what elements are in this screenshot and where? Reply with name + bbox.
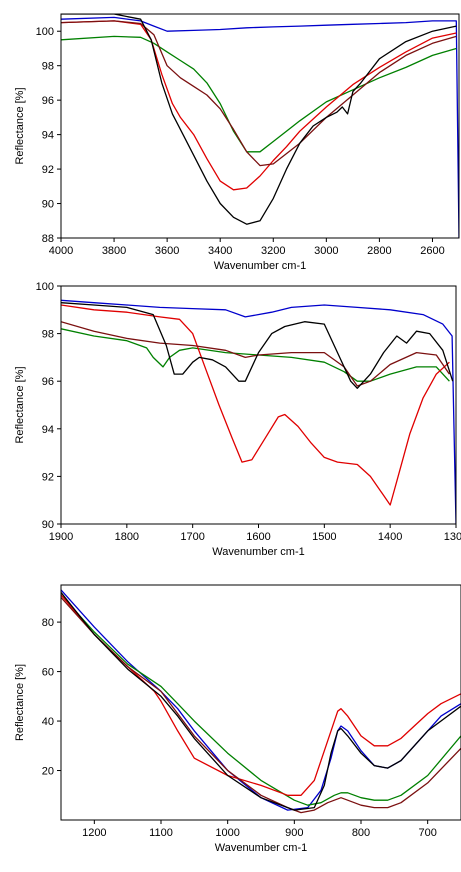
plot-frame <box>60 285 457 525</box>
x-tick-label: 1100 <box>149 827 173 839</box>
x-tick-label: 1900 <box>49 531 73 543</box>
y-axis-label: Reflectance [%] <box>14 664 26 741</box>
series-group <box>61 299 456 524</box>
x-tick-label: 2600 <box>420 245 444 257</box>
chart-1: 4000 3800 3600 3400 3200 3000 2800 2600 88 90 92 94… <box>14 13 460 272</box>
y-tick-label: 98 <box>42 329 54 341</box>
x-tick-label: 1300 <box>444 531 461 543</box>
x-axis-label: Wavenumber cm-1 <box>214 260 307 272</box>
series-line-3 <box>61 594 461 796</box>
y-tick-label: 80 <box>42 617 54 629</box>
x-axis-label: Wavenumber cm-1 <box>215 842 308 854</box>
x-tick-label: 3000 <box>314 245 338 257</box>
chart-2: 1900 1800 1700 1600 1500 1400 1300 90 92 94 96 98 10… <box>14 281 461 558</box>
series-line-2 <box>61 328 450 382</box>
plot-frame <box>60 584 461 821</box>
y-tick-label: 40 <box>42 716 54 728</box>
x-tick-label: 1700 <box>180 531 204 543</box>
series-group <box>61 589 461 814</box>
x-tick-label: 700 <box>418 827 436 839</box>
x-tick-label: 1200 <box>82 827 106 839</box>
series-line-3 <box>61 304 450 506</box>
x-axis-label: Wavenumber cm-1 <box>212 546 305 558</box>
series-line-2 <box>61 35 457 153</box>
x-tick-label: 3600 <box>155 245 179 257</box>
chart-3: 1200 1100 1000 900 800 700 20 40 60 80 Wavenumber … <box>14 584 461 854</box>
x-tick-label: 900 <box>285 827 303 839</box>
y-tick-label: 60 <box>42 667 54 679</box>
y-tick-label: 92 <box>42 471 54 483</box>
plot-frame <box>60 13 460 239</box>
series-line-1 <box>61 299 456 524</box>
y-tick-label: 20 <box>42 766 54 778</box>
x-tick-label: 1400 <box>378 531 402 543</box>
y-tick-label: 100 <box>36 281 54 293</box>
y-tick-label: 92 <box>42 164 54 176</box>
x-tick-label: 4000 <box>49 245 73 257</box>
x-tick-label: 3200 <box>261 245 285 257</box>
y-axis-label: Reflectance [%] <box>14 366 26 443</box>
series-line-4 <box>61 20 457 167</box>
y-tick-label: 100 <box>36 26 54 38</box>
y-tick-label: 96 <box>42 95 54 107</box>
y-tick-label: 96 <box>42 376 54 388</box>
y-axis-label: Reflectance [%] <box>14 87 26 164</box>
series-line-2 <box>61 594 461 806</box>
y-tick-label: 88 <box>42 233 54 245</box>
series-line-5 <box>61 591 461 811</box>
series-line-5 <box>61 302 454 389</box>
x-tick-label: 1500 <box>312 531 336 543</box>
y-tick-label: 94 <box>42 424 54 436</box>
y-tick-label: 90 <box>42 199 54 211</box>
series-line-4 <box>61 321 450 387</box>
x-tick-label: 1600 <box>246 531 270 543</box>
x-tick-label: 2800 <box>367 245 391 257</box>
x-tick-label: 3400 <box>208 245 232 257</box>
series-line-5 <box>61 14 457 225</box>
series-group <box>61 14 459 238</box>
x-tick-label: 800 <box>352 827 370 839</box>
y-tick-label: 94 <box>42 130 54 142</box>
x-tick-label: 1000 <box>215 827 239 839</box>
series-line-1 <box>61 16 459 238</box>
y-tick-label: 98 <box>42 61 54 73</box>
series-line-4 <box>61 596 461 814</box>
x-tick-label: 3800 <box>102 245 126 257</box>
series-line-1 <box>61 589 461 811</box>
x-tick-label: 1800 <box>115 531 139 543</box>
y-tick-label: 90 <box>42 519 54 531</box>
